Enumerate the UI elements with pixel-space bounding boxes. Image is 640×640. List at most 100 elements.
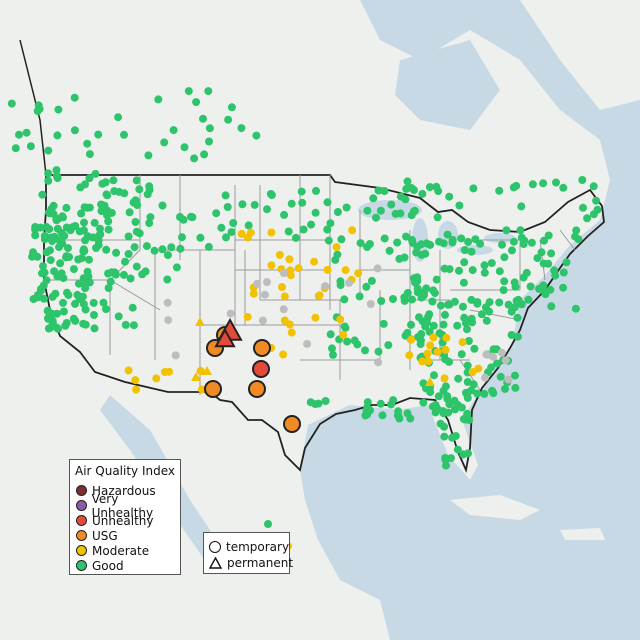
good-site-marker bbox=[329, 350, 337, 359]
good-site-marker bbox=[29, 248, 38, 257]
legend-label: Very Unhealthy bbox=[91, 491, 154, 520]
good-site-marker bbox=[53, 309, 61, 318]
good-site-marker bbox=[487, 259, 496, 268]
good-site-marker bbox=[132, 176, 141, 185]
good-site-marker bbox=[76, 183, 85, 192]
good-site-marker bbox=[284, 227, 293, 236]
good-site-marker bbox=[562, 258, 571, 267]
good-site-marker bbox=[323, 198, 332, 207]
good-site-marker bbox=[372, 213, 380, 222]
good-site-marker bbox=[495, 267, 504, 276]
good-site-marker bbox=[362, 282, 371, 291]
good-site-marker bbox=[489, 345, 498, 354]
good-site-marker bbox=[184, 87, 193, 96]
good-site-marker bbox=[463, 361, 472, 370]
legend-label: Unhealthy bbox=[92, 513, 154, 528]
good-site-marker bbox=[589, 210, 598, 219]
good-site-marker bbox=[401, 195, 410, 204]
good-site-marker bbox=[480, 268, 489, 277]
moderate-site-marker bbox=[197, 385, 206, 394]
good-site-marker bbox=[425, 327, 434, 336]
good-site-marker bbox=[88, 233, 97, 242]
greenland-landmass bbox=[520, 0, 640, 110]
good-site-marker bbox=[85, 255, 93, 264]
good-site-marker bbox=[482, 316, 491, 325]
good-site-marker bbox=[363, 398, 372, 407]
moderate-site-marker bbox=[405, 351, 414, 360]
good-site-marker bbox=[204, 87, 213, 96]
good-site-marker bbox=[205, 137, 213, 146]
good-site-marker bbox=[411, 278, 419, 287]
good-site-marker bbox=[132, 262, 141, 271]
good-site-marker bbox=[468, 266, 477, 275]
moderate-site-marker bbox=[132, 385, 141, 394]
moderate-site-marker bbox=[315, 291, 324, 300]
circle-icon bbox=[209, 540, 221, 553]
good-site-marker bbox=[222, 233, 230, 242]
good-site-marker bbox=[524, 295, 533, 304]
good-site-marker bbox=[589, 182, 598, 191]
good-site-marker bbox=[419, 398, 428, 407]
good-site-marker bbox=[252, 131, 261, 140]
good-site-marker bbox=[180, 143, 189, 152]
legend-label: USG bbox=[92, 528, 118, 543]
good-site-marker bbox=[410, 206, 419, 215]
usg-swatch bbox=[76, 530, 87, 541]
good-site-marker bbox=[70, 93, 79, 102]
good-site-marker bbox=[90, 218, 99, 227]
usg-site-marker bbox=[253, 339, 271, 357]
good-site-marker bbox=[511, 383, 520, 392]
good-site-marker bbox=[40, 268, 49, 277]
good-site-marker bbox=[53, 131, 62, 140]
good-site-marker bbox=[106, 277, 115, 286]
good-site-marker bbox=[461, 319, 470, 327]
good-site-marker bbox=[212, 209, 221, 218]
good-site-marker bbox=[353, 340, 362, 349]
good-site-marker bbox=[126, 274, 135, 283]
good-site-marker bbox=[129, 321, 138, 330]
good-site-marker bbox=[42, 276, 51, 285]
good-site-marker bbox=[124, 250, 133, 258]
good-site-marker bbox=[109, 176, 118, 185]
no-data-site-marker bbox=[374, 358, 383, 367]
good-site-marker bbox=[96, 224, 104, 233]
caribbean-islands bbox=[450, 495, 605, 540]
moderate-site-marker bbox=[407, 335, 416, 344]
moderate-permanent-marker bbox=[425, 377, 435, 386]
good-site-marker bbox=[413, 288, 422, 297]
good-site-marker bbox=[94, 130, 103, 139]
good-site-marker bbox=[104, 225, 113, 234]
good-site-marker bbox=[537, 248, 546, 257]
moderate-site-marker bbox=[442, 333, 451, 342]
good-site-marker bbox=[400, 253, 409, 262]
good-site-marker bbox=[583, 214, 592, 223]
good-site-marker bbox=[444, 300, 452, 309]
good-site-marker bbox=[550, 266, 559, 275]
moderate-site-marker bbox=[440, 374, 449, 383]
good-site-marker bbox=[340, 295, 349, 304]
good-site-marker bbox=[465, 416, 474, 424]
good-site-marker bbox=[53, 224, 62, 233]
good-site-marker bbox=[59, 298, 67, 307]
moderate-swatch bbox=[76, 545, 87, 556]
gulf-of-mexico bbox=[305, 405, 470, 520]
good-site-marker bbox=[204, 242, 213, 251]
good-site-marker bbox=[135, 185, 144, 194]
good-site-marker bbox=[46, 256, 55, 265]
good-site-marker bbox=[178, 233, 186, 242]
good-site-marker bbox=[428, 297, 437, 306]
good-site-marker bbox=[384, 341, 393, 350]
good-site-marker bbox=[150, 246, 159, 255]
good-site-marker bbox=[307, 220, 316, 229]
aqi-legend: Air Quality Index Hazardous Very Unhealt… bbox=[69, 459, 181, 575]
good-site-marker bbox=[83, 267, 92, 276]
good-site-marker bbox=[539, 179, 548, 188]
good-site-marker bbox=[98, 179, 107, 188]
good-site-marker bbox=[44, 176, 53, 185]
no-data-site-marker bbox=[164, 316, 173, 325]
good-site-marker bbox=[70, 126, 79, 135]
good-site-marker bbox=[432, 182, 441, 191]
good-site-marker bbox=[442, 461, 450, 470]
no-data-site-marker bbox=[171, 351, 180, 360]
good-site-marker bbox=[337, 235, 346, 244]
